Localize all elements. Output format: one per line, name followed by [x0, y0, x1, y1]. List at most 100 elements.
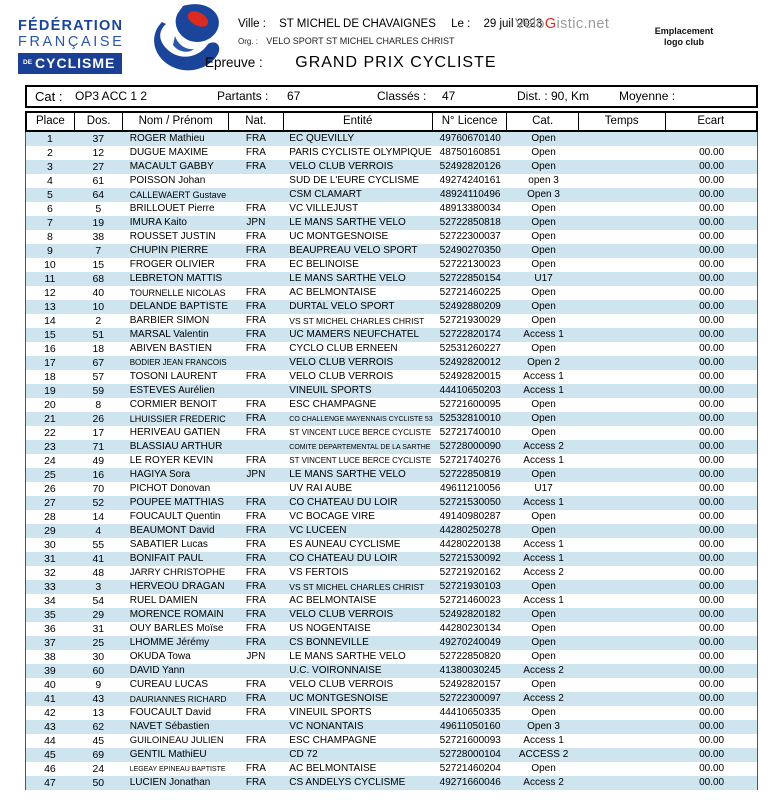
- cell-nat: FRA: [245, 539, 266, 550]
- cell-dos: 41: [92, 553, 105, 565]
- cat-label: Cat :: [35, 89, 63, 104]
- column-header-nom: Nom / Prénom: [123, 113, 229, 130]
- org-label: Org. :: [238, 37, 259, 46]
- cell-place: 27: [44, 497, 56, 509]
- cell-temps: [579, 706, 666, 720]
- table-row: 8 38 ROUSSET JUSTIN FRA UC MONTGESNOISE 52722…: [26, 230, 757, 244]
- cell-temps: [579, 454, 666, 468]
- cell-nat: FRA: [245, 623, 266, 634]
- column-header-nat: Nat.: [229, 113, 284, 130]
- cell-nom: DELANDE BAPTISTE: [129, 301, 229, 312]
- table-row: 6 5 BRILLOUET Pierre FRA VC VILLEJUST 4891338…: [26, 202, 757, 216]
- table-row: 35 29 MORENCE ROMAIN FRA VELO CLUB VERROIS 52…: [26, 608, 757, 622]
- cell-entite: CO CHALLENGE MAYENNAIS CYCLISTE 53: [289, 416, 433, 423]
- cell-entite: CS ANDELYS CYCLISME: [289, 777, 406, 788]
- cell-cat: Open: [531, 245, 556, 256]
- cell-place: 8: [47, 231, 53, 243]
- cell-temps: [579, 776, 666, 790]
- cell-dos: 13: [92, 707, 105, 719]
- cell-temps: [579, 482, 666, 496]
- cell-nom: MARSAL Valentin: [129, 329, 209, 340]
- cell-nat: [228, 272, 283, 286]
- cell-place: 15: [44, 329, 56, 341]
- cell-place: 1: [47, 133, 53, 145]
- epreuve-label: Epreuve :: [205, 55, 263, 70]
- cell-licence: 44410650335: [439, 707, 501, 718]
- cell-cat: Access 1: [523, 329, 564, 340]
- cell-temps: [579, 524, 666, 538]
- cell-nat: FRA: [245, 301, 266, 312]
- cell-cat: Access 1: [523, 455, 564, 466]
- cell-nom: BEAUMONT David: [129, 525, 215, 536]
- cell-nat: FRA: [245, 203, 266, 214]
- cell-nat: FRA: [245, 511, 266, 522]
- cell-ecart: 00.00: [699, 637, 725, 648]
- cell-temps: [579, 734, 666, 748]
- cell-nom: GUILOINEAU JULIEN: [129, 735, 224, 746]
- partants-value: 67: [287, 89, 301, 103]
- cell-dos: 17: [92, 427, 105, 439]
- cell-licence: 52721600095: [439, 399, 501, 410]
- cell-licence: 52490270350: [439, 245, 501, 256]
- cell-entite: ESC CHAMPAGNE: [289, 735, 377, 746]
- cell-nat: FRA: [245, 161, 266, 172]
- cell-dos: 10: [92, 301, 105, 313]
- cell-place: 19: [44, 385, 56, 397]
- cell-entite: EC QUEVILLY: [289, 133, 355, 144]
- cell-dos: 19: [92, 217, 105, 229]
- cell-licence: 52492820157: [439, 679, 501, 690]
- cell-licence: 52722850154: [439, 273, 501, 284]
- cell-nom: FOUCAULT David: [129, 707, 212, 718]
- cell-cat: Access 2: [523, 777, 564, 788]
- moyenne-label: Moyenne :: [619, 89, 676, 103]
- cell-dos: 48: [92, 567, 105, 579]
- cell-nom: LHUISSIER FREDERIC: [129, 414, 226, 424]
- cell-place: 9: [47, 245, 53, 257]
- cell-entite: UV RAI AUBE: [289, 483, 353, 494]
- ville-label: Ville :: [238, 18, 266, 30]
- cell-temps: [579, 762, 666, 776]
- cell-licence: 52722850820: [439, 651, 501, 662]
- cell-ecart: 00.00: [699, 707, 725, 718]
- table-row: 46 24 LEGEAY EPINEAU BAPTISTE FRA AC BELMONT…: [26, 762, 757, 776]
- cell-nat: FRA: [245, 455, 266, 466]
- cell-temps: [579, 398, 666, 412]
- cell-nom: PICHOT Donovan: [129, 483, 211, 494]
- cell-place: 4: [47, 175, 53, 187]
- cell-nom: OUY BARLES Moïse: [129, 623, 224, 634]
- table-row: 42 13 FOUCAULT David FRA VINEUIL SPORTS 44410…: [26, 706, 757, 720]
- cell-ecart: 00.00: [699, 175, 725, 186]
- cell-licence: 52722300037: [439, 231, 501, 242]
- cell-temps: [579, 650, 666, 664]
- cell-entite: PARIS CYCLISTE OLYMPIQUE: [289, 147, 432, 158]
- cell-dos: 52: [92, 497, 105, 509]
- cell-dos: 54: [92, 595, 105, 607]
- cell-cat: ACCESS 2: [518, 749, 569, 760]
- cell-dos: 51: [92, 329, 105, 341]
- cell-nat: [228, 748, 283, 762]
- cell-ecart: 00.00: [699, 525, 725, 536]
- org-line: Org. : VELO SPORT ST MICHEL CHARLES CHRI…: [238, 36, 454, 46]
- table-row: 38 30 OKUDA Towa JPN LE MANS SARTHE VELO 5272…: [26, 650, 757, 664]
- cell-cat: Open: [531, 651, 556, 662]
- cell-ecart: 00.00: [699, 777, 725, 788]
- cell-place: 2: [47, 147, 53, 159]
- table-row: 27 52 POUPEE MATTHIAS FRA CO CHATEAU DU LOIR…: [26, 496, 757, 510]
- cell-cat: Open: [531, 203, 556, 214]
- cell-entite: VS ST MICHEL CHARLES CHRIST: [289, 582, 425, 592]
- cell-dos: 55: [92, 539, 105, 551]
- table-row: 29 4 BEAUMONT David FRA VC LUCEEN 44280250278…: [26, 524, 757, 538]
- column-header-ecart: Ecart: [697, 115, 725, 127]
- cell-entite: LE MANS SARTHE VELO: [289, 651, 406, 662]
- cell-nat: FRA: [245, 497, 266, 508]
- logo-francaise: FRANÇAISE: [18, 34, 125, 50]
- cell-licence: 52722850818: [439, 217, 501, 228]
- cell-nom: ABIVEN BASTIEN: [129, 343, 212, 354]
- cell-place: 20: [44, 399, 56, 411]
- cell-nom: HAGIYA Sora: [129, 469, 191, 480]
- cell-place: 41: [44, 693, 56, 705]
- cell-temps: [579, 174, 666, 188]
- cell-place: 13: [44, 301, 56, 313]
- cell-ecart: 00.00: [699, 385, 725, 396]
- cell-temps: [579, 258, 666, 272]
